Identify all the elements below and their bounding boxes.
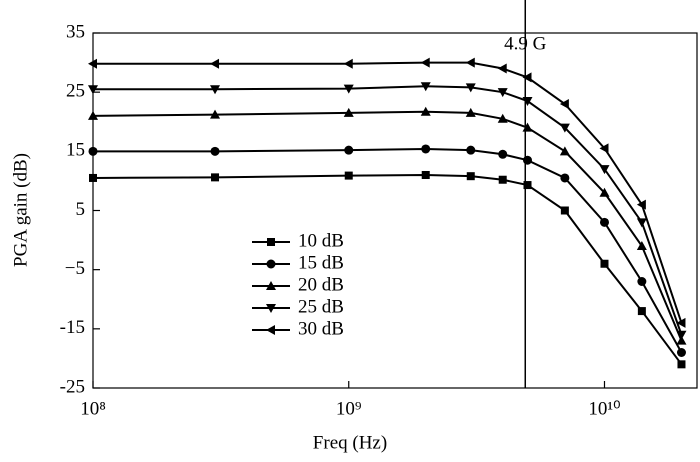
data-point bbox=[676, 348, 686, 357]
series-line bbox=[92, 110, 683, 342]
data-point bbox=[421, 144, 431, 154]
data-point bbox=[677, 360, 686, 369]
data-point bbox=[343, 84, 354, 94]
data-point bbox=[420, 82, 431, 92]
data-point bbox=[465, 57, 475, 68]
data-point bbox=[210, 58, 220, 69]
data-point bbox=[88, 58, 97, 69]
y-tick-label: 15 bbox=[66, 140, 85, 161]
data-point bbox=[676, 317, 686, 328]
data-point bbox=[522, 72, 532, 83]
legend-marker bbox=[266, 259, 276, 269]
series-line bbox=[93, 147, 683, 353]
legend-marker bbox=[266, 304, 276, 313]
y-tick-label: −5 bbox=[65, 258, 85, 279]
legend-marker bbox=[266, 325, 275, 335]
data-point bbox=[600, 259, 609, 268]
data-point bbox=[211, 173, 220, 182]
x-axis-label: Freq (Hz) bbox=[313, 432, 387, 453]
y-axis-label: PGA gain (dB) bbox=[10, 153, 31, 267]
data-point bbox=[636, 199, 646, 210]
data-point bbox=[637, 307, 646, 316]
data-point bbox=[599, 165, 610, 175]
data-point bbox=[88, 146, 98, 156]
y-tick-label: -25 bbox=[60, 376, 85, 397]
data-point bbox=[420, 57, 430, 68]
legend-label: 10 dB bbox=[298, 230, 344, 251]
data-point bbox=[676, 335, 687, 345]
data-point bbox=[465, 83, 476, 93]
data-point bbox=[599, 143, 609, 154]
data-point bbox=[497, 113, 508, 123]
legend-marker bbox=[266, 281, 276, 290]
legend-label: 25 dB bbox=[298, 296, 344, 317]
series-line bbox=[92, 173, 683, 365]
y-tick-label: -15 bbox=[60, 317, 85, 338]
x-tick-label: 10⁹ bbox=[336, 398, 362, 419]
data-point bbox=[421, 171, 430, 179]
data-point bbox=[523, 155, 533, 165]
data-point bbox=[636, 218, 647, 228]
data-point bbox=[560, 206, 569, 215]
data-point bbox=[560, 173, 570, 183]
data-point bbox=[89, 173, 97, 182]
data-point bbox=[522, 97, 533, 107]
legend-label: 20 dB bbox=[298, 274, 344, 295]
data-point bbox=[599, 217, 609, 227]
data-point bbox=[343, 58, 353, 69]
legend-marker bbox=[267, 238, 275, 246]
reference-label: 4.9 G bbox=[504, 33, 547, 54]
data-point bbox=[466, 145, 476, 155]
data-point bbox=[210, 85, 221, 95]
data-point bbox=[559, 99, 569, 109]
legend-label: 15 dB bbox=[298, 252, 344, 273]
data-point bbox=[497, 88, 508, 98]
data-point bbox=[522, 122, 533, 132]
x-tick-label: 10⁸ bbox=[80, 398, 106, 419]
data-point bbox=[559, 123, 570, 133]
y-tick-label: 25 bbox=[66, 81, 85, 102]
data-point bbox=[497, 63, 507, 74]
data-point bbox=[599, 187, 610, 197]
data-point bbox=[498, 175, 507, 184]
data-point bbox=[466, 172, 475, 181]
legend-label: 30 dB bbox=[298, 318, 344, 339]
data-point bbox=[637, 277, 647, 286]
data-point bbox=[420, 106, 431, 116]
y-tick-label: 35 bbox=[66, 21, 85, 42]
series-line bbox=[93, 61, 683, 324]
data-point bbox=[559, 146, 570, 156]
data-point bbox=[210, 109, 221, 119]
data-point bbox=[465, 107, 476, 117]
y-tick-label: 5 bbox=[76, 199, 86, 220]
data-point bbox=[498, 149, 508, 159]
data-point bbox=[344, 145, 354, 155]
data-point bbox=[88, 85, 98, 95]
data-point bbox=[676, 330, 687, 340]
data-point bbox=[343, 107, 354, 117]
data-point bbox=[636, 241, 647, 250]
data-point bbox=[523, 181, 532, 190]
data-point bbox=[88, 110, 98, 120]
x-tick-label: 10¹⁰ bbox=[588, 398, 620, 419]
data-point bbox=[344, 171, 353, 180]
data-point bbox=[210, 146, 220, 156]
